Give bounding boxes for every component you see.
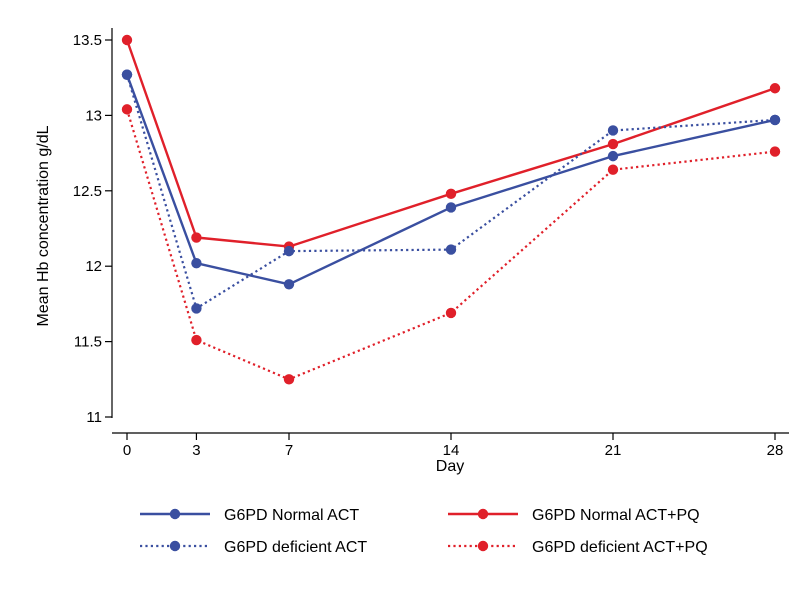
y-tick-label: 11 [86,409,102,426]
legend-swatch-marker [170,509,180,519]
x-tick-label: 14 [443,442,460,459]
legend-label: G6PD Normal ACT+PQ [532,507,700,524]
legend-label: G6PD Normal ACT [224,507,359,524]
data-point [122,104,132,114]
x-tick-label: 0 [123,442,131,459]
legend-label: G6PD deficient ACT+PQ [532,539,708,556]
x-tick-label: 21 [605,442,622,459]
x-tick-label: 28 [767,442,784,459]
y-tick-label: 12.5 [73,183,102,200]
data-point [446,202,456,212]
data-point [446,244,456,254]
data-point [191,232,201,242]
data-point [446,189,456,199]
data-point [191,303,201,313]
data-point [446,308,456,318]
x-tick-label: 7 [285,442,293,459]
data-point [122,35,132,45]
data-point [284,246,294,256]
y-tick-label: 13 [85,107,102,124]
y-tick-label: 12 [85,258,102,275]
data-point [608,151,618,161]
data-point [284,279,294,289]
data-point [608,164,618,174]
legend-swatch-marker [478,541,488,551]
legend-label: G6PD deficient ACT [224,539,367,556]
x-axis-title: Day [436,458,464,475]
data-point [191,258,201,268]
x-tick-label: 3 [192,442,200,459]
data-point [770,115,780,125]
legend-swatch-marker [170,541,180,551]
y-tick-label: 13.5 [73,32,102,49]
data-point [284,374,294,384]
y-axis-title: Mean Hb concentration g/dL [35,125,52,326]
y-tick-label: 11.5 [74,334,102,351]
data-point [770,83,780,93]
data-point [608,125,618,135]
data-point [122,69,132,79]
data-point [770,146,780,156]
data-point [608,139,618,149]
legend-swatch-marker [478,509,488,519]
data-point [191,335,201,345]
